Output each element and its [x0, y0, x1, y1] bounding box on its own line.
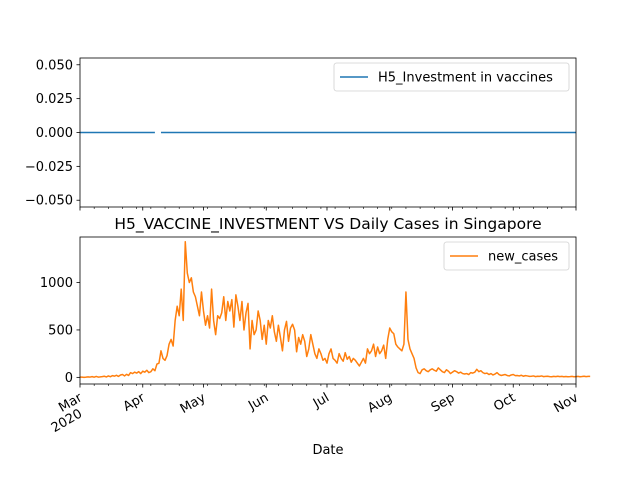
xtick-label-bottom: Sep — [429, 390, 458, 415]
series-line-new-cases — [79, 240, 591, 379]
chart-title: H5_VACCINE_INVESTMENT VS Daily Cases in … — [114, 215, 541, 234]
legend-top: H5_Investment in vaccines — [333, 62, 570, 92]
ytick-label-top: 0.000 — [36, 126, 73, 141]
xtick-label-bottom: Jul — [310, 390, 332, 411]
xtick-label-bottom: Nov — [552, 390, 582, 416]
x-axis-label: Date — [312, 443, 343, 458]
ytick-label-bottom: 1000 — [40, 276, 73, 291]
axes-frame-top — [79, 57, 577, 208]
xtick-label-bottom: Apr — [121, 390, 149, 415]
ytick-label-top: 0.050 — [36, 58, 73, 73]
top-axes: 0.050 0.025 0.000 −0.025 −0.050 H5_Investment… — [25, 57, 577, 211]
axes-frame-bottom — [79, 236, 577, 385]
xtick-label-bottom: Jun — [245, 390, 271, 414]
xtick-label-bottom: Aug — [365, 390, 394, 416]
legend-bottom: new_cases — [443, 241, 570, 271]
legend-label-investment: H5_Investment in vaccines — [378, 71, 553, 86]
ytick-label-top: −0.025 — [25, 160, 73, 175]
ytick-label-bottom: 0 — [65, 371, 73, 386]
ytick-label-top: −0.050 — [25, 194, 73, 209]
legend-label-new-cases: new_cases — [488, 250, 558, 265]
xtick-label-bottom: May — [178, 390, 209, 417]
xtick-label-bottom: Oct — [491, 390, 518, 414]
ytick-label-bottom: 500 — [48, 323, 73, 338]
ytick-label-top: 0.025 — [36, 92, 73, 107]
legend-box-top — [333, 62, 570, 92]
legend-box-bottom — [443, 241, 570, 271]
